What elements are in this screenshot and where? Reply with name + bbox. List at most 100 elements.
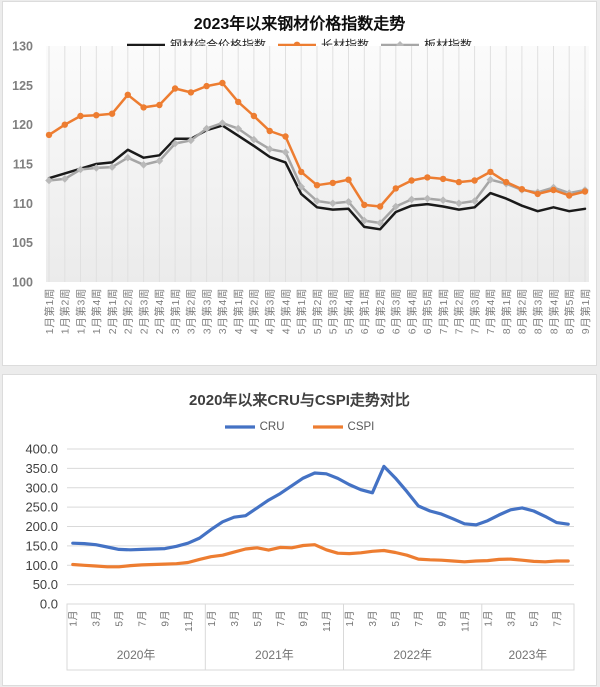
x-tick-label: 9月 <box>160 610 172 627</box>
x-tick-label: 7月 <box>552 610 564 627</box>
x-tick-label: 8月第4周 <box>547 288 560 334</box>
year-label: 2020年 <box>117 648 156 662</box>
legend-item-cru: CRU <box>224 421 285 433</box>
year-label: 2021年 <box>255 648 294 662</box>
x-tick-label: 8月第2周 <box>516 288 529 334</box>
x-tick-label: 8月第1周 <box>500 288 513 334</box>
legend-label: CRU <box>259 421 285 433</box>
chart1-title: 2023年以来钢材价格指数走势 <box>193 16 406 33</box>
x-tick-label: 9月 <box>298 610 310 627</box>
year-label: 2023年 <box>509 648 548 662</box>
y-tick-label: 120 <box>12 118 33 132</box>
x-tick-label: 11月 <box>183 610 195 632</box>
y-tick-label: 150.0 <box>25 538 58 553</box>
y-tick-label: 130 <box>12 40 33 54</box>
x-tick-label: 11月 <box>459 610 471 632</box>
y-tick-label: 125 <box>12 79 33 93</box>
x-tick-label: 7月 <box>137 610 149 627</box>
x-tick-label: 5月 <box>252 610 264 627</box>
x-axis-labels: 1月第1周 1月第2周 1月第3周 1月第4周 2月第1周 2月第2周 2月第3周 2月第4周… <box>43 288 592 334</box>
y-tick-label: 350.0 <box>25 461 58 476</box>
y-tick-label: 115 <box>13 158 33 172</box>
x-tick-label: 7月 <box>413 610 425 627</box>
cru-cspi-line-chart: 0.0 50.0 100.0 150.0 200.0 250.0 300.0 350.0 400… <box>25 442 575 671</box>
y-tick-label: 200.0 <box>25 519 58 534</box>
cspi-line-swatch-icon <box>312 425 343 429</box>
x-tick-label: 5月 <box>390 610 402 627</box>
steel-price-index-chart-card: 2023年以来钢材价格指数走势 钢材综合价格指数 长材指数 板材指数 100 10… <box>2 1 597 366</box>
x-tick-label: 7月 <box>275 610 287 627</box>
composite-index-line-swatch-icon <box>126 43 165 46</box>
series-markers-板材指数 <box>45 119 589 227</box>
x-tick-label: 6月第1周 <box>358 288 371 334</box>
steel-price-index-line-chart: 100 105 110 115 120 125 130 1月第1周 1月第2周 1月第3周 1月第4… <box>12 40 592 335</box>
month-tick-labels: 1月 3月 5月 7月 9月 11月 1月 3月 5月 7月 9月 11月 1月 3月 5月 7月 9月 11月 1… <box>68 610 564 632</box>
year-label: 2022年 <box>393 648 432 662</box>
legend-item-cspi: CSPI <box>312 421 375 433</box>
x-tick-label: 3月 <box>367 610 379 627</box>
legend-label: CSPI <box>347 421 375 433</box>
x-tick-label: 2月第2周 <box>122 288 135 334</box>
vertical-gridlines <box>48 46 586 282</box>
x-tick-label: 5月第2周 <box>311 288 324 334</box>
y-tick-label: 105 <box>12 236 33 250</box>
x-tick-label: 4月第1周 <box>232 288 245 334</box>
x-tick-label: 3月第4周 <box>216 288 229 334</box>
series-line-CSPI <box>71 543 570 569</box>
x-tick-label: 8月第3周 <box>532 288 545 334</box>
y-tick-label: 100.0 <box>25 558 58 573</box>
x-tick-label: 6月第3周 <box>390 288 403 334</box>
x-tick-label: 3月 <box>229 610 241 627</box>
x-tick-label: 6月第2周 <box>374 288 387 334</box>
x-tick-label: 3月 <box>505 610 517 627</box>
x-tick-label: 7月第1周 <box>437 288 450 334</box>
x-tick-label: 5月第1周 <box>295 288 308 334</box>
cru-line-swatch-icon <box>224 425 255 429</box>
x-tick-label: 2月第1周 <box>106 288 119 334</box>
chart2-legend: CRU CSPI <box>3 421 596 433</box>
x-tick-label: 4月第2周 <box>248 288 261 334</box>
y-tick-label: 250.0 <box>25 500 58 515</box>
y-tick-label: 300.0 <box>25 480 58 495</box>
series-line-钢材综合价格指数 <box>47 124 587 231</box>
x-tick-label: 5月第4周 <box>342 288 355 334</box>
series-markers-长材指数 <box>45 79 589 210</box>
x-tick-label: 1月 <box>482 610 494 627</box>
series-line-CRU <box>71 464 570 552</box>
x-tick-label: 5月 <box>114 610 126 627</box>
x-tick-label: 7月第3周 <box>468 288 481 334</box>
y-tick-label: 0.0 <box>40 597 58 612</box>
x-tick-label: 3月第1周 <box>169 288 182 334</box>
x-tick-label: 9月 <box>436 610 448 627</box>
x-tick-label: 2月第4周 <box>153 288 166 334</box>
x-tick-label: 7月第2周 <box>453 288 466 334</box>
x-tick-label: 3月第2周 <box>185 288 198 334</box>
x-tick-label: 3月第3周 <box>200 288 213 334</box>
y-tick-label: 100 <box>12 276 33 290</box>
x-tick-label: 1月第2周 <box>59 288 72 334</box>
x-tick-label: 8月第5周 <box>563 288 576 334</box>
x-tick-label: 1月第3周 <box>74 288 87 334</box>
x-tick-label: 5月 <box>529 610 541 627</box>
x-tick-label: 4月第3周 <box>264 288 277 334</box>
x-tick-label: 4月第4周 <box>279 288 292 334</box>
x-tick-label: 1月第4周 <box>90 288 103 334</box>
x-tick-label: 3月 <box>91 610 103 627</box>
x-tick-label: 5月第3周 <box>327 288 340 334</box>
chart2-title: 2020年以来CRU与CSPI走势对比 <box>189 392 410 409</box>
x-tick-label: 11月 <box>321 610 333 632</box>
y-tick-label: 50.0 <box>33 577 58 592</box>
x-tick-label: 1月 <box>206 610 218 627</box>
y-tick-label: 110 <box>13 197 33 211</box>
cru-cspi-chart-card: 2020年以来CRU与CSPI走势对比 CRU CSPI 0.0 50.0 100.… <box>2 374 597 686</box>
x-tick-label: 9月第1周 <box>579 288 592 334</box>
x-axis-group: 2020年 2021年 2022年 2023年 <box>66 603 575 671</box>
y-axis-labels: 100 105 110 115 120 125 130 <box>12 40 33 290</box>
x-tick-label: 7月第4周 <box>484 288 497 334</box>
y-tick-label: 400.0 <box>25 442 58 457</box>
x-tick-label: 1月 <box>68 610 80 627</box>
x-tick-label: 1月第1周 <box>43 288 56 334</box>
x-tick-label: 6月第4周 <box>405 288 418 334</box>
y-axis-labels: 0.0 50.0 100.0 150.0 200.0 250.0 300.0 350.0 400… <box>25 442 58 612</box>
x-tick-label: 1月 <box>344 610 356 627</box>
